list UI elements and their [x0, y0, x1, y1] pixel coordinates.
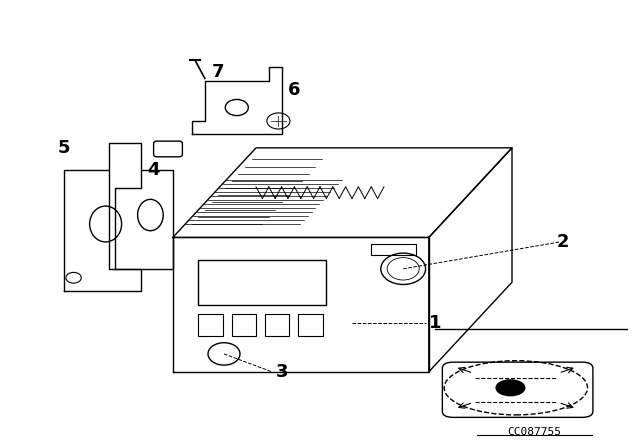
Text: 5: 5	[58, 139, 70, 157]
Text: 7: 7	[211, 63, 224, 81]
Text: 4: 4	[147, 161, 160, 179]
Bar	[232, 314, 256, 336]
Bar	[265, 314, 289, 336]
Text: 1: 1	[429, 314, 442, 332]
Text: 2: 2	[557, 233, 570, 251]
Text: 3: 3	[275, 363, 288, 381]
Bar	[298, 314, 323, 336]
Text: CC087755: CC087755	[508, 427, 561, 437]
Circle shape	[496, 380, 525, 396]
Bar	[371, 244, 416, 255]
Bar	[198, 260, 326, 305]
Bar	[198, 314, 223, 336]
Text: 6: 6	[288, 81, 301, 99]
